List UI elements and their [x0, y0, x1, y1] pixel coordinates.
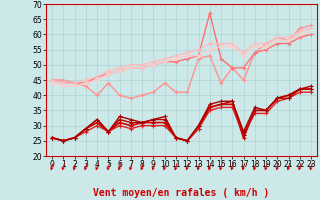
- Text: Vent moyen/en rafales ( km/h ): Vent moyen/en rafales ( km/h ): [93, 188, 270, 198]
